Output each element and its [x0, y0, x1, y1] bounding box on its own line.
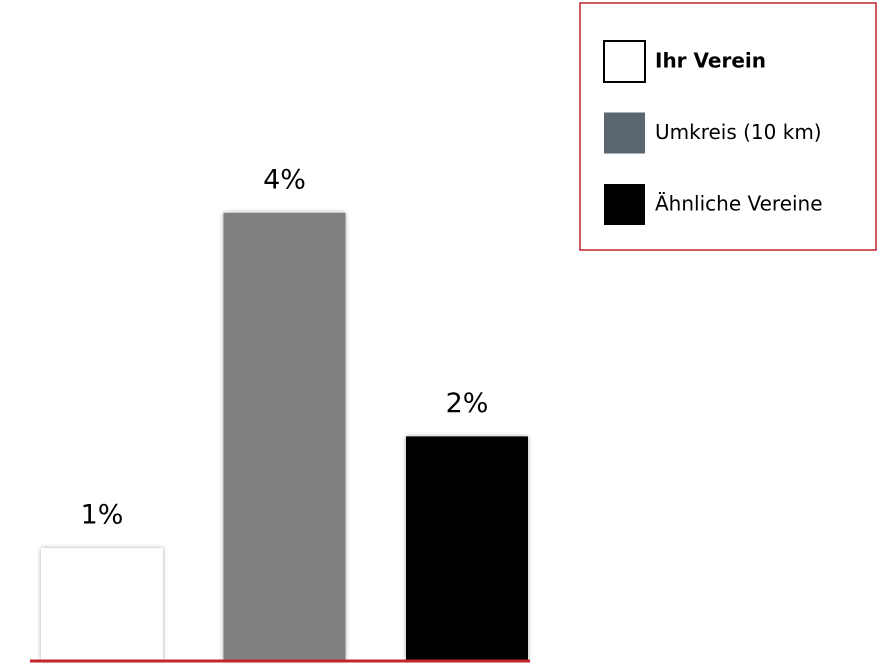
- legend-swatch: [603, 40, 646, 83]
- legend-swatch: [604, 184, 645, 225]
- bar: [406, 436, 528, 660]
- value-label: 4%: [263, 164, 306, 195]
- legend-label: Ähnliche Vereine: [655, 192, 823, 216]
- legend-swatch: [604, 112, 645, 154]
- bar: [223, 212, 346, 661]
- legend-label: Ihr Verein: [655, 49, 766, 73]
- value-label: 1%: [81, 500, 124, 531]
- value-label: 2%: [446, 388, 489, 419]
- legend-label: Umkreis (10 km): [655, 120, 822, 144]
- bar: [41, 548, 163, 660]
